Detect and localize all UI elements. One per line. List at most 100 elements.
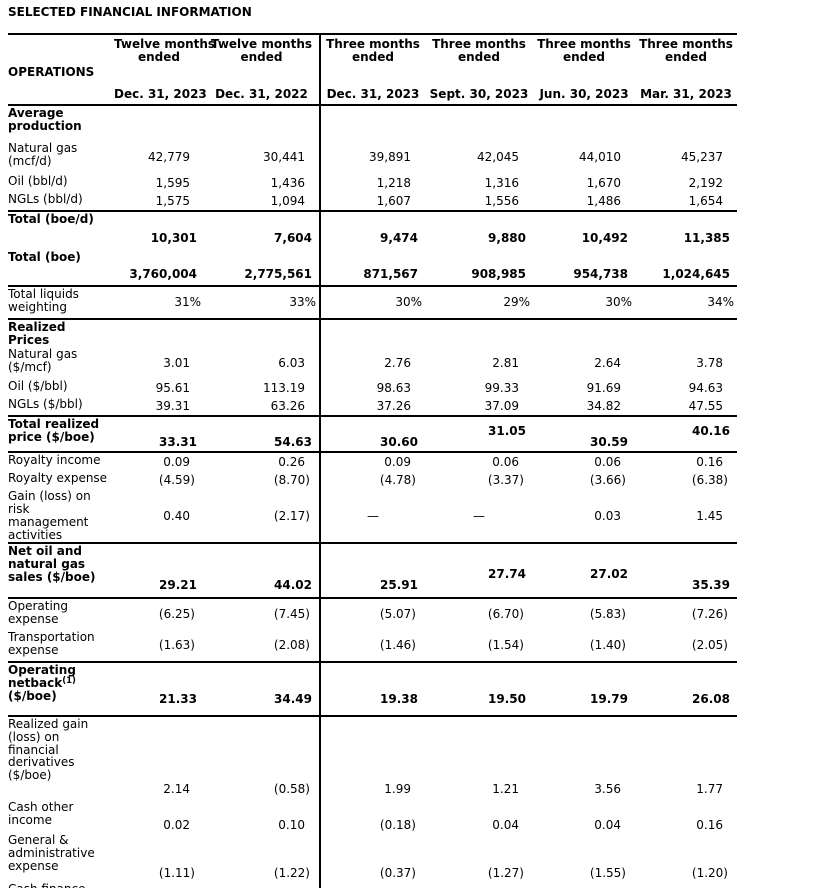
table-row-total-realized-price: Total realized price ($/boe) 33.31 54.63 30… — [8, 415, 737, 453]
value-oil-bbld-1: 1,436 — [270, 175, 305, 190]
value-section-average-production-2 — [319, 105, 425, 141]
value-natural-gas-mcfd-0: 42,779 — [148, 150, 190, 165]
value-ngls-bbld-1: 1,094 — [270, 193, 305, 208]
value-total-liquids-weighting-0: 31% — [114, 285, 204, 319]
value-total-liquids-weighting-3: 29% — [425, 285, 533, 319]
value-natural-gas-mcfd-4: 44,010 — [579, 150, 621, 165]
value-cash-finance-expense-1: (1.14) — [204, 882, 320, 888]
value-royalty-income-4: 0.06 — [533, 451, 635, 472]
value-total-realized-price-3: 31.05 — [425, 415, 533, 453]
column-header-operations: OPERATIONS — [8, 33, 114, 80]
value-section-realized-prices-1 — [204, 317, 320, 348]
value-cash-finance-expense-3: (1.26) — [425, 882, 533, 888]
table-row-natural-gas-price: Natural gas ($/mcf) 3.01 6.03 2.76 2.81 2.64 3… — [8, 347, 737, 380]
column-date-5: Mar. 31, 2023 — [635, 80, 737, 106]
value-text: 19.79 — [590, 691, 628, 706]
value-realized-gain-loss-derivatives-3: 1.21 — [425, 715, 533, 801]
value-text: 21.33 — [159, 691, 197, 706]
value-text: 34.49 — [274, 691, 312, 706]
value-oil-bbld-0: 1,595 — [155, 175, 190, 190]
row-label-total-boed: Total (boe/d) — [8, 210, 114, 250]
value-natural-gas-price-2: 2.76 — [319, 347, 425, 380]
value-section-average-production-5 — [635, 105, 737, 141]
table-row-section-average-production: Average production — [8, 105, 737, 141]
table-row-ngls-price: NGLs ($/bbl) 39.31 63.26 37.26 37.09 34.82 47.… — [8, 397, 737, 417]
value-text: 27.02 — [590, 566, 628, 581]
value-total-boe-2: 871,567 — [319, 250, 425, 286]
value-net-oil-gas-sales-1: 44.02 — [204, 542, 320, 599]
value-general-admin-expense-5: (1.20) — [691, 865, 728, 880]
value-royalty-expense-1: (8.70) — [273, 473, 310, 488]
value-total-boe-0: 3,760,004 — [129, 267, 197, 282]
value-section-average-production-4 — [533, 105, 635, 141]
table-row-oil-bbld: Oil (bbl/d) 1,595 1,436 1,218 1,316 1,670 2,19… — [8, 174, 737, 192]
value-gain-loss-risk-management-3: — — [473, 508, 485, 523]
value-gain-loss-risk-management-2: — — [319, 489, 425, 544]
value-operating-expense-1: (7.45) — [204, 597, 320, 631]
value-royalty-expense-2: (4.78) — [319, 471, 425, 490]
value-total-boe-5: 1,024,645 — [662, 267, 730, 282]
value-cash-finance-expense-0: (1.28) — [114, 882, 204, 888]
row-label-natural-gas-mcfd: Natural gas (mcf/d) — [8, 141, 78, 168]
row-label-royalty-expense: Royalty expense — [8, 471, 108, 486]
row-label-cash-finance-expense: Cash finance expense — [8, 882, 114, 888]
value-net-oil-gas-sales-0: 29.21 — [114, 542, 204, 599]
value-total-boed-4: 10,492 — [533, 210, 635, 250]
column-date-1: Dec. 31, 2022 — [204, 80, 320, 106]
value-net-oil-gas-sales-3: 27.74 — [425, 542, 533, 599]
value-total-realized-price-2: 30.60 — [319, 415, 425, 453]
value-total-liquids-weighting-4: 30% — [533, 285, 635, 319]
value-transportation-expense-0: (1.63) — [158, 638, 195, 653]
value-oil-price-4: 91.69 — [586, 381, 621, 396]
row-label-oil-bbld: Oil (bbl/d) — [8, 174, 68, 188]
header-period-row: OPERATIONS Twelve months ended Twelve month… — [8, 33, 737, 80]
value-total-boe-3: 908,985 — [471, 267, 526, 282]
table-row-royalty-income: Royalty income 0.09 0.26 0.09 0.06 0.06 0.16 — [8, 451, 737, 472]
column-date-0: Dec. 31, 2023 — [114, 80, 207, 106]
value-ngls-bbld-5: 1,654 — [688, 193, 723, 208]
value-ngls-bbld-2: 1,607 — [319, 192, 425, 211]
row-label-net-oil-gas-sales: Net oil and natural gas sales ($/boe) — [8, 542, 114, 599]
table-row-royalty-expense: Royalty expense (4.59) (8.70) (4.78) (3.37) (… — [8, 471, 737, 490]
table-row-ngls-bbld: NGLs (bbl/d) 1,575 1,094 1,607 1,556 1,486 1,6… — [8, 192, 737, 211]
column-period-4: Three months ended — [533, 33, 635, 80]
value-section-realized-prices-4 — [533, 317, 635, 348]
value-royalty-income-3: 0.06 — [425, 451, 533, 472]
row-label-ngls-price: NGLs ($/bbl) — [8, 397, 83, 412]
table-row-total-boe: Total (boe) 3,760,004 2,775,561 871,567 908,… — [8, 250, 737, 286]
value-realized-gain-loss-derivatives-0: 2.14 — [114, 715, 204, 801]
value-cash-other-income-3: 0.04 — [492, 817, 519, 832]
table-row-section-realized-prices: Realized Prices — [8, 317, 737, 348]
value-oil-price-0: 95.61 — [155, 381, 190, 396]
value-operating-netback-4: 19.79 — [533, 661, 635, 717]
value-operating-netback-2: 19.38 — [319, 661, 425, 717]
row-label-total-realized-price: Total realized price ($/boe) — [8, 415, 114, 453]
value-total-boed-1: 7,604 — [204, 210, 320, 250]
row-label-general-admin-expense: General & administrative expense — [8, 833, 95, 873]
value-text: 40.16 — [692, 423, 730, 438]
value-operating-netback-1: 34.49 — [204, 661, 320, 717]
value-ngls-price-2: 37.26 — [319, 397, 425, 417]
value-natural-gas-mcfd-2: 39,891 — [319, 141, 425, 174]
table-row-net-oil-gas-sales: Net oil and natural gas sales ($/boe) 29.… — [8, 542, 737, 599]
footnote-marker: (1) — [62, 676, 76, 687]
value-transportation-expense-3: (1.54) — [487, 638, 524, 653]
table-row-total-boed: Total (boe/d) 10,301 7,604 9,474 9,880 10,492… — [8, 210, 737, 250]
value-operating-expense-5: (7.26) — [635, 597, 737, 631]
value-ngls-bbld-4: 1,486 — [586, 193, 621, 208]
value-cash-other-income-1: 0.10 — [278, 817, 305, 832]
row-label-total-liquids-weighting: Total liquids weighting — [8, 285, 114, 319]
row-label-gain-loss-risk-management: Gain (loss) on risk management activitie… — [8, 489, 91, 542]
value-section-average-production-0 — [114, 105, 204, 141]
value-royalty-expense-3: (3.37) — [487, 473, 524, 488]
value-ngls-price-0: 39.31 — [155, 399, 190, 414]
table-row-gain-loss-risk-management: Gain (loss) on risk management activitie… — [8, 489, 737, 544]
document-title: SELECTED FINANCIAL INFORMATION — [8, 5, 252, 19]
value-section-average-production-3 — [425, 105, 533, 141]
value-oil-price-3: 99.33 — [484, 381, 519, 396]
column-date-3: Sept. 30, 2023 — [425, 80, 533, 106]
value-net-oil-gas-sales-2: 25.91 — [319, 542, 425, 599]
value-total-boed-0: 10,301 — [114, 210, 204, 250]
value-general-admin-expense-3: (1.27) — [487, 865, 524, 880]
